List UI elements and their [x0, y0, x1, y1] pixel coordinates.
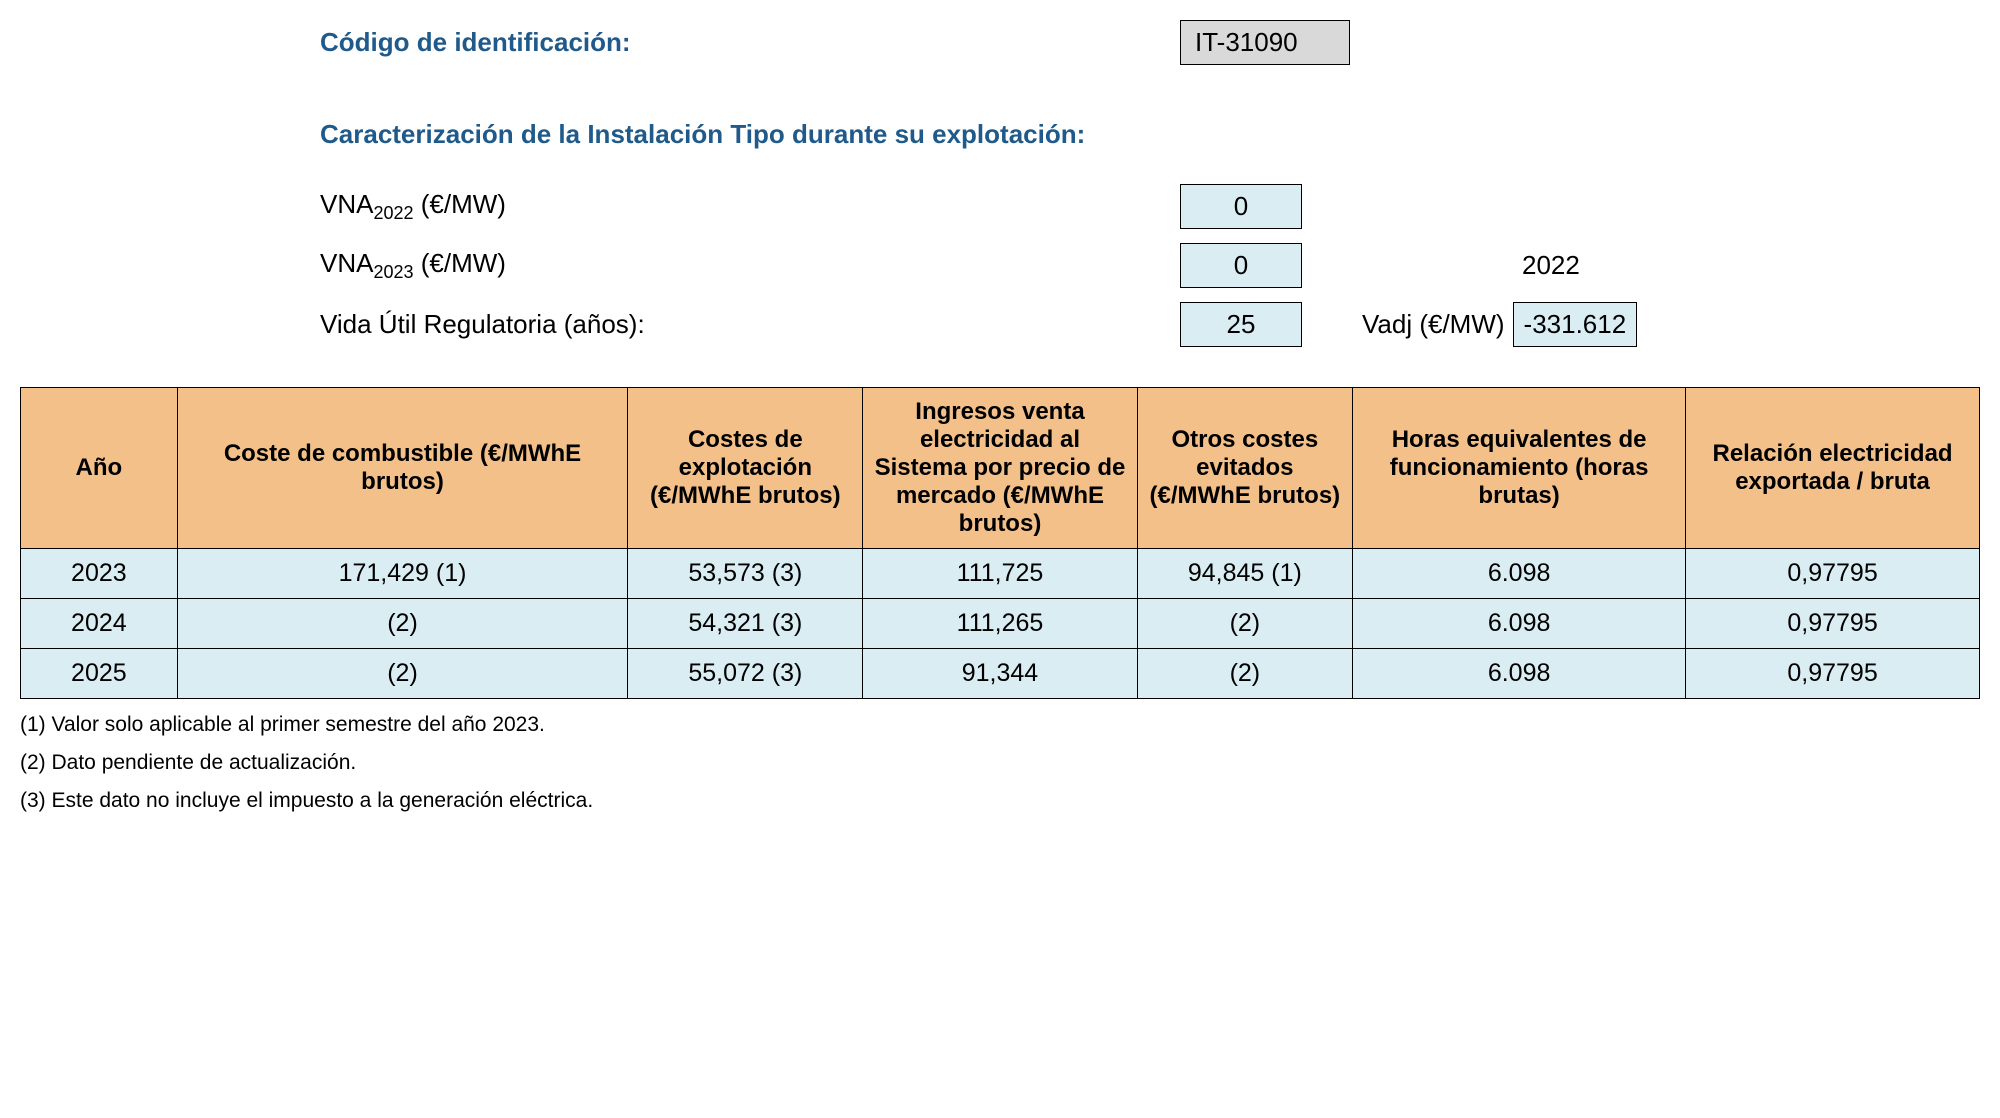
col-year: Año: [21, 388, 178, 549]
cell: (2): [177, 649, 628, 699]
cell: 2025: [21, 649, 178, 699]
col-inc: Ingresos venta electricidad al Sistema p…: [863, 388, 1137, 549]
table-row: 2024 (2) 54,321 (3) 111,265 (2) 6.098 0,…: [21, 599, 1980, 649]
cell: 0,97795: [1686, 549, 1980, 599]
footnote-2: (2) Dato pendiente de actualización.: [20, 751, 1980, 775]
vadj-value: -331.612: [1513, 302, 1638, 347]
cell: 94,845 (1): [1137, 549, 1352, 599]
cell: 111,725: [863, 549, 1137, 599]
cell: (2): [1137, 599, 1352, 649]
cell: (2): [1137, 649, 1352, 699]
vna2023-value: 0: [1180, 243, 1302, 288]
cell: 0,97795: [1686, 649, 1980, 699]
table-row: 2025 (2) 55,072 (3) 91,344 (2) 6.098 0,9…: [21, 649, 1980, 699]
vna2023-label: VNA2023 (€/MW): [320, 248, 1180, 283]
cell: (2): [177, 599, 628, 649]
cell: 53,573 (3): [628, 549, 863, 599]
code-label: Código de identificación:: [320, 27, 1180, 58]
cell: 171,429 (1): [177, 549, 628, 599]
cell: 2024: [21, 599, 178, 649]
cell: 55,072 (3): [628, 649, 863, 699]
cell: 0,97795: [1686, 599, 1980, 649]
footnote-3: (3) Este dato no incluye el impuesto a l…: [20, 789, 1980, 813]
col-ratio: Relación electricidad exportada / bruta: [1686, 388, 1980, 549]
col-fuel: Coste de combustible (€/MWhE brutos): [177, 388, 628, 549]
vida-label: Vida Útil Regulatoria (años):: [320, 309, 1180, 340]
table-header-row: Año Coste de combustible (€/MWhE brutos)…: [21, 388, 1980, 549]
cell: 2023: [21, 549, 178, 599]
vna2022-value: 0: [1180, 184, 1302, 229]
characterization-table: Año Coste de combustible (€/MWhE brutos)…: [20, 387, 1980, 699]
vadj-label: Vadj (€/MW): [1362, 309, 1505, 340]
cell: 54,321 (3): [628, 599, 863, 649]
cell: 6.098: [1353, 649, 1686, 699]
code-value-box: IT-31090: [1180, 20, 1350, 65]
cell: 6.098: [1353, 599, 1686, 649]
col-avoid: Otros costes evitados (€/MWhE brutos): [1137, 388, 1352, 549]
vida-value: 25: [1180, 302, 1302, 347]
footnotes: (1) Valor solo aplicable al primer semes…: [20, 713, 1980, 813]
col-op: Costes de explotación (€/MWhE brutos): [628, 388, 863, 549]
table-row: 2023 171,429 (1) 53,573 (3) 111,725 94,8…: [21, 549, 1980, 599]
vna2022-label: VNA2022 (€/MW): [320, 189, 1180, 224]
section-title: Caracterización de la Instalación Tipo d…: [320, 119, 1180, 150]
footnote-1: (1) Valor solo aplicable al primer semes…: [20, 713, 1980, 737]
year-right-label: 2022: [1522, 250, 1580, 281]
col-hours: Horas equivalentes de funcionamiento (ho…: [1353, 388, 1686, 549]
cell: 111,265: [863, 599, 1137, 649]
cell: 6.098: [1353, 549, 1686, 599]
cell: 91,344: [863, 649, 1137, 699]
